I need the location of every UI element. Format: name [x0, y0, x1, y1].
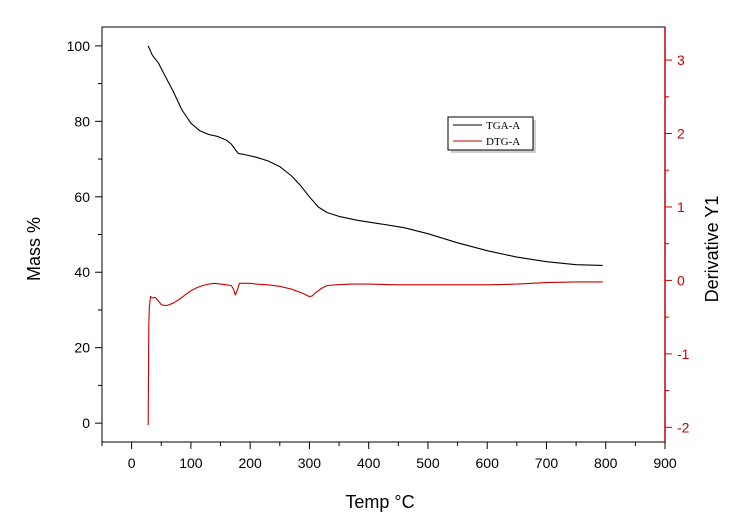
- x-tick-label-5: 500: [416, 455, 440, 471]
- right-y-axis: -2 -1 0 1 2 3: [665, 52, 690, 435]
- y-left-tick-label-1: 20: [74, 340, 90, 356]
- y-left-tick-label-2: 40: [74, 264, 90, 280]
- legend: TGA-A DTG-A: [447, 116, 536, 153]
- x-tick-label-7: 700: [535, 455, 559, 471]
- y-left-tick-label-5: 100: [67, 38, 91, 54]
- legend-label-tga: TGA-A: [486, 120, 520, 132]
- y-left-tick-label-3: 60: [74, 189, 90, 205]
- x-tick-label-1: 100: [179, 455, 203, 471]
- y-left-tick-label-0: 0: [82, 415, 90, 431]
- x-tick-label-6: 600: [476, 455, 500, 471]
- y-left-tick-label-4: 80: [74, 113, 90, 129]
- y-right-tick-label-5: 3: [677, 52, 685, 68]
- series-layer: [147, 45, 603, 426]
- x-axis: 0 100 200 300 400 500 600 700 800 900: [101, 442, 677, 471]
- y-right-tick-label-1: -1: [677, 346, 690, 362]
- x-tick-label-4: 400: [357, 455, 381, 471]
- x-tick-label-3: 300: [298, 455, 322, 471]
- y-right-tick-label-0: -2: [677, 419, 690, 435]
- x-tick-label-0: 0: [128, 455, 136, 471]
- left-y-axis: 0 20 40 60 80 100: [67, 38, 102, 431]
- left-y-axis-title: Mass %: [24, 217, 44, 281]
- y-right-tick-label-4: 2: [677, 126, 685, 142]
- legend-label-dtg: DTG-A: [486, 136, 520, 148]
- series-line-tga-a: [147, 45, 603, 266]
- x-axis-title: Temp °C: [345, 492, 414, 512]
- y-right-tick-label-2: 0: [677, 272, 685, 288]
- x-tick-label-8: 800: [594, 455, 618, 471]
- y-right-tick-label-3: 1: [677, 199, 685, 215]
- x-tick-label-2: 200: [238, 455, 262, 471]
- legend-box: [447, 116, 534, 151]
- right-y-axis-title: Derivative Y1: [702, 196, 722, 303]
- x-tick-label-9: 900: [653, 455, 677, 471]
- series-line-dtg-a: [147, 281, 603, 426]
